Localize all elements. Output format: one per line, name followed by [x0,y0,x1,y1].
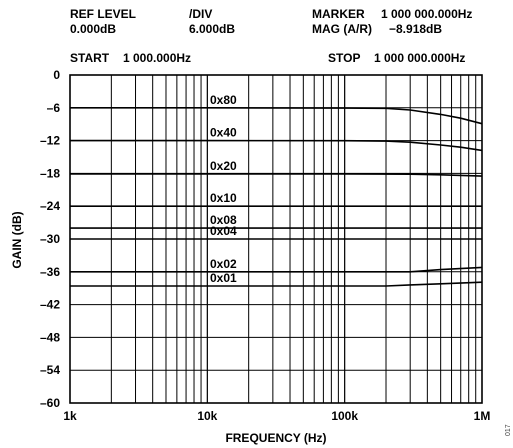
ref-level-label: REF LEVEL [70,7,137,21]
x-tick-label: 10k [197,409,217,423]
y-tick-label: –36 [40,265,60,279]
y-tick-label: –6 [47,101,61,115]
series-label-0x01: 0x01 [210,271,237,285]
x-axis-title: FREQUENCY (Hz) [225,431,326,445]
y-tick-labels: 0 –6 –12 –18 –24 –30 –36 –42 –48 –54 –60 [40,68,60,410]
figure-id: 017 [505,424,512,436]
series-line-0x40 [70,139,483,152]
div-label: /DIV [189,7,213,21]
marker-label: MARKER [312,7,365,21]
x-tick-labels: 1k 10k 100k 1M [63,409,490,423]
y-tick-label: –48 [40,330,60,344]
stop-value: 1 000 000.000Hz [374,51,466,65]
series-line-0x01 [70,281,483,287]
series-line-0x20 [70,173,483,177]
series-line-0x02 [70,266,483,273]
x-tick-label: 1M [474,409,491,423]
div-value: 6.000dB [189,22,236,36]
series-line-0x80 [70,107,483,125]
start-value: 1 000.000Hz [123,51,192,65]
series-label-0x08: 0x08 [210,213,237,227]
x-tick-label: 1k [63,409,77,423]
ref-level-value: 0.000dB [70,22,117,36]
series-label-0x10: 0x10 [210,191,237,205]
marker-value: 1 000 000.000Hz [381,7,473,21]
y-tick-label: –18 [40,166,60,180]
y-tick-label: –30 [40,232,60,246]
y-axis-title: GAIN (dB) [10,211,24,268]
series-label-0x80: 0x80 [210,93,237,107]
series-label-0x20: 0x20 [210,159,237,173]
mag-value: −8.918dB [389,22,443,36]
stop-label: STOP [328,51,361,65]
y-tick-label: –54 [40,363,60,377]
y-tick-label: –24 [40,199,60,213]
series-label-0x04: 0x04 [210,224,237,238]
y-tick-label: –60 [40,396,60,410]
x-tick-label: 100k [331,409,358,423]
y-tick-label: 0 [53,68,60,82]
start-label: START [70,51,110,65]
y-tick-label: –12 [40,134,60,148]
y-tick-label: –42 [40,298,60,312]
series-label-0x02: 0x02 [210,257,237,271]
series-label-0x40: 0x40 [210,126,237,140]
series-lines [70,107,483,287]
mag-label: MAG (A/R) [312,22,372,36]
